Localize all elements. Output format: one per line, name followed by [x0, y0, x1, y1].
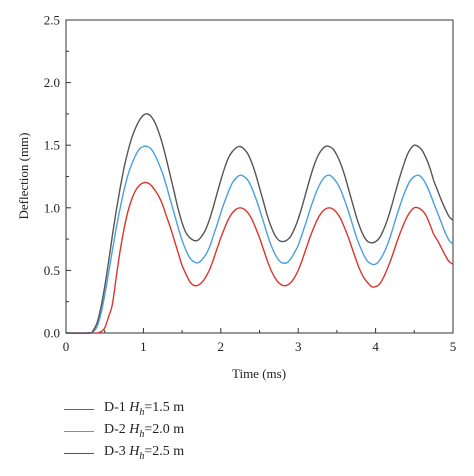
legend-item-2: D-2 Hh=2.0 m	[64, 420, 304, 442]
legend-label: D-3 Hh=2.5 m	[104, 444, 185, 462]
x-tick-label: 1	[140, 339, 147, 354]
plot-frame	[65, 19, 454, 334]
x-tick-label: 2	[218, 339, 225, 354]
y-tick-label: 2.0	[44, 75, 60, 90]
y-tick-label: 1.0	[44, 200, 60, 215]
legend: D-1 Hh=1.5 m D-2 Hh=2.0 m D-3 Hh=2.5 m	[64, 398, 304, 464]
deflection-time-chart: 0.0 0.5 1.0 1.5 2.0 2.5 0 1 2 3 4 5 Time (ms) Defl…	[16, 13, 457, 382]
legend-item-1: D-1 Hh=1.5 m	[64, 398, 304, 420]
series-layer	[65, 113, 454, 334]
x-tick-label: 4	[372, 339, 379, 354]
x-tick-label: 5	[450, 339, 457, 354]
legend-item-3: D-3 Hh=2.5 m	[64, 442, 304, 464]
x-axis-label: Time (ms)	[232, 366, 286, 381]
legend-swatch	[64, 452, 94, 454]
x-tick-label: 0	[63, 339, 70, 354]
plot-border	[65, 19, 454, 334]
y-axis: 0.0 0.5 1.0 1.5 2.0 2.5	[44, 13, 71, 341]
x-tick-label: 3	[295, 339, 302, 354]
y-tick-label: 2.5	[44, 13, 60, 28]
series-line-3	[65, 113, 454, 334]
series-line-2	[65, 145, 454, 334]
y-tick-label: 0.0	[44, 326, 60, 341]
x-axis: 0 1 2 3 4 5	[63, 328, 457, 354]
y-tick-label: 0.5	[44, 263, 60, 278]
y-tick-label: 1.5	[44, 138, 60, 153]
legend-label: D-1 Hh=1.5 m	[104, 400, 185, 418]
y-axis-label: Deflection (mm)	[16, 133, 31, 220]
legend-swatch	[64, 408, 94, 410]
legend-label: D-2 Hh=2.0 m	[104, 422, 185, 440]
series-line-1	[65, 181, 454, 334]
legend-swatch	[64, 430, 94, 432]
